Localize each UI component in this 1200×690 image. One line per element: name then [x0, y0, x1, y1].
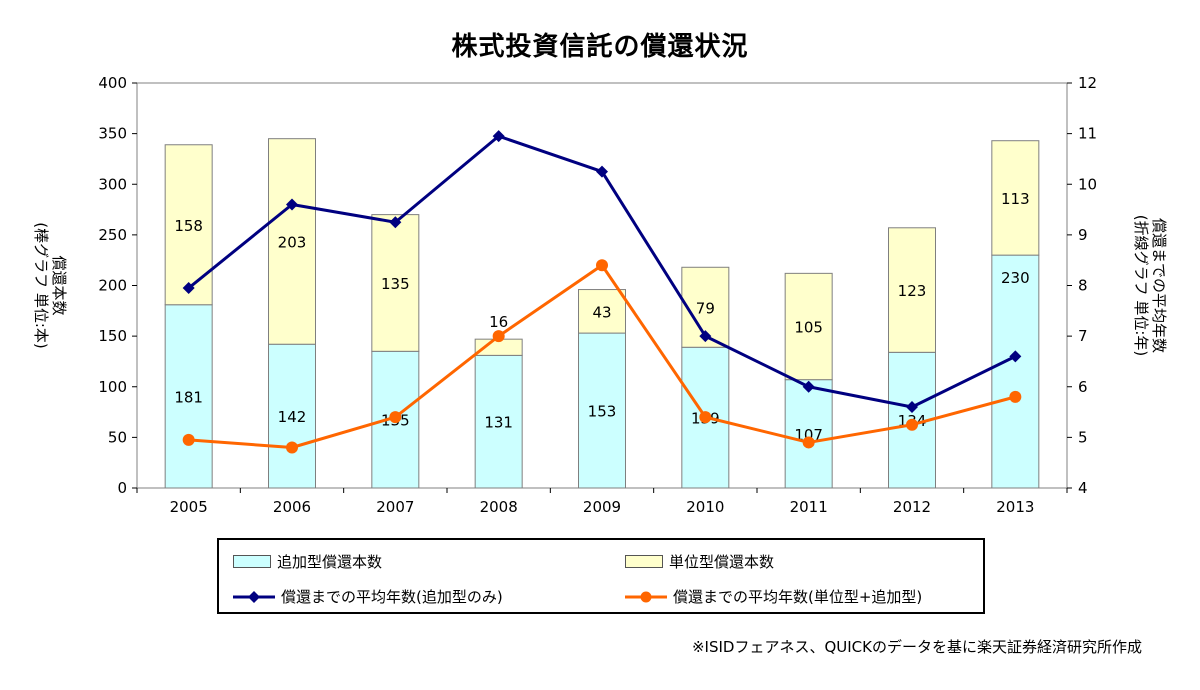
y-right-tick-label: 10 — [1078, 175, 1097, 193]
bar-additional — [474, 354, 523, 489]
data-label-additional: 181 — [174, 388, 203, 406]
line-point-diamond — [596, 165, 608, 178]
data-label-additional: 153 — [588, 403, 617, 421]
line-point-diamond — [492, 130, 505, 143]
legend: 追加型償還本数 単位型償還本数 償還までの平均年数(追加型のみ) 償還までの平均… — [217, 538, 985, 614]
legend-item-navy-line: 償還までの平均年数(追加型のみ) — [233, 586, 503, 607]
line-point-diamond — [699, 330, 712, 343]
y-right-tick-label: 9 — [1078, 226, 1088, 244]
bar-unit — [784, 272, 833, 381]
legend-swatch-additional — [233, 555, 271, 568]
x-tick-label: 2009 — [583, 498, 621, 516]
legend-line-navy-icon — [233, 590, 275, 603]
y-left-tick-label: 150 — [98, 327, 127, 345]
legend-line-orange-icon — [625, 591, 667, 602]
y-right-axis-title: 償還までの平均年数 — [1150, 218, 1168, 353]
data-label-unit: 16 — [489, 313, 508, 331]
x-tick-label: 2011 — [790, 498, 828, 516]
x-tick-label: 2005 — [170, 498, 208, 516]
data-label-additional: 131 — [484, 414, 513, 432]
line-point-diamond — [906, 401, 918, 413]
bar-unit — [268, 138, 316, 345]
bar-unit — [991, 140, 1040, 256]
line-point-diamond — [182, 282, 195, 295]
line-point-circle — [699, 411, 712, 424]
legend-label-navy-line: 償還までの平均年数(追加型のみ) — [281, 588, 503, 606]
line-point-diamond — [389, 216, 402, 229]
y-right-axis-title: (折線グラフ 単位:年) — [1132, 215, 1150, 357]
data-label-unit: 158 — [174, 217, 203, 235]
line-point-circle — [389, 411, 402, 424]
x-tick-label: 2008 — [480, 498, 518, 516]
line-point-circle — [492, 330, 505, 343]
bar-unit — [371, 214, 420, 352]
line-point-circle — [906, 418, 918, 431]
line-point-circle — [596, 259, 608, 272]
source-note: ※ISIDフェアネス、QUICKのデータを基に楽天証券経済研究所作成 — [691, 638, 1142, 656]
y-left-tick-label: 350 — [98, 125, 127, 143]
y-left-tick-label: 100 — [98, 378, 127, 396]
legend-label-additional: 追加型償還本数 — [277, 553, 383, 571]
legend-item-orange-line: 償還までの平均年数(単位型+追加型) — [625, 586, 922, 607]
y-left-tick-label: 400 — [98, 74, 127, 92]
chart-title: 株式投資信託の償還状況 — [451, 32, 749, 62]
y-left-axis-title: (棒グラフ 単位:本) — [32, 222, 50, 349]
x-tick-label: 2010 — [686, 498, 724, 516]
x-tick-label: 2012 — [893, 498, 931, 516]
legend-swatch-unit — [625, 555, 663, 568]
bar-additional — [578, 332, 626, 489]
x-tick-label: 2007 — [376, 498, 414, 516]
y-left-tick-label: 50 — [108, 428, 127, 446]
y-right-tick-label: 11 — [1078, 125, 1097, 143]
y-right-tick-label: 5 — [1078, 428, 1088, 446]
data-label-additional: 230 — [1001, 269, 1030, 287]
bar-additional — [784, 379, 833, 489]
data-label-unit: 43 — [592, 303, 611, 321]
data-label-unit: 79 — [696, 299, 715, 317]
data-label-unit: 203 — [278, 233, 307, 251]
data-label-additional: 142 — [278, 408, 307, 426]
line-point-circle — [802, 436, 815, 449]
legend-label-orange-line: 償還までの平均年数(単位型+追加型) — [673, 588, 923, 606]
y-right-tick-label: 8 — [1078, 277, 1088, 295]
y-left-tick-label: 250 — [98, 226, 127, 244]
line-point-circle — [1009, 390, 1022, 403]
y-left-tick-label: 300 — [98, 175, 127, 193]
data-label-unit: 135 — [381, 275, 410, 293]
y-left-tick-label: 0 — [117, 479, 127, 497]
line-point-diamond — [286, 198, 298, 211]
bar-additional — [991, 254, 1040, 489]
x-tick-label: 2013 — [996, 498, 1034, 516]
bar-unit — [164, 144, 213, 306]
line-point-diamond — [802, 380, 815, 393]
bar-additional — [164, 304, 213, 489]
y-right-tick-label: 12 — [1078, 74, 1097, 92]
data-label-unit: 105 — [794, 319, 823, 337]
y-right-tick-label: 7 — [1078, 327, 1088, 345]
line-point-diamond — [1009, 350, 1022, 363]
legend-item-additional-bars: 追加型償還本数 — [233, 551, 382, 572]
y-right-tick-label: 4 — [1078, 479, 1088, 497]
y-left-axis-title: 償還本数 — [50, 255, 68, 315]
legend-label-unit: 単位型償還本数 — [669, 553, 775, 571]
x-tick-label: 2006 — [273, 498, 311, 516]
y-left-tick-label: 200 — [98, 277, 127, 295]
line-point-circle — [182, 433, 195, 446]
line-point-circle — [286, 441, 298, 454]
legend-item-unit-bars: 単位型償還本数 — [625, 551, 774, 572]
data-label-unit: 113 — [1001, 190, 1030, 208]
bar-unit — [578, 289, 626, 334]
data-label-unit: 123 — [898, 282, 927, 300]
y-right-tick-label: 6 — [1078, 378, 1088, 396]
bar-unit — [888, 227, 936, 353]
